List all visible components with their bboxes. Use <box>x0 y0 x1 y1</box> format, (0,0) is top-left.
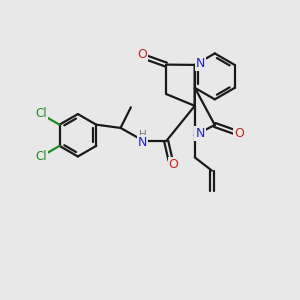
Text: N: N <box>196 57 205 70</box>
Text: N: N <box>195 127 205 140</box>
Text: Cl: Cl <box>35 107 47 120</box>
Text: H: H <box>139 130 146 140</box>
Text: O: O <box>169 158 178 171</box>
Text: O: O <box>234 127 244 140</box>
Text: N: N <box>138 136 147 149</box>
Text: O: O <box>137 48 147 61</box>
Text: Cl: Cl <box>35 150 47 163</box>
